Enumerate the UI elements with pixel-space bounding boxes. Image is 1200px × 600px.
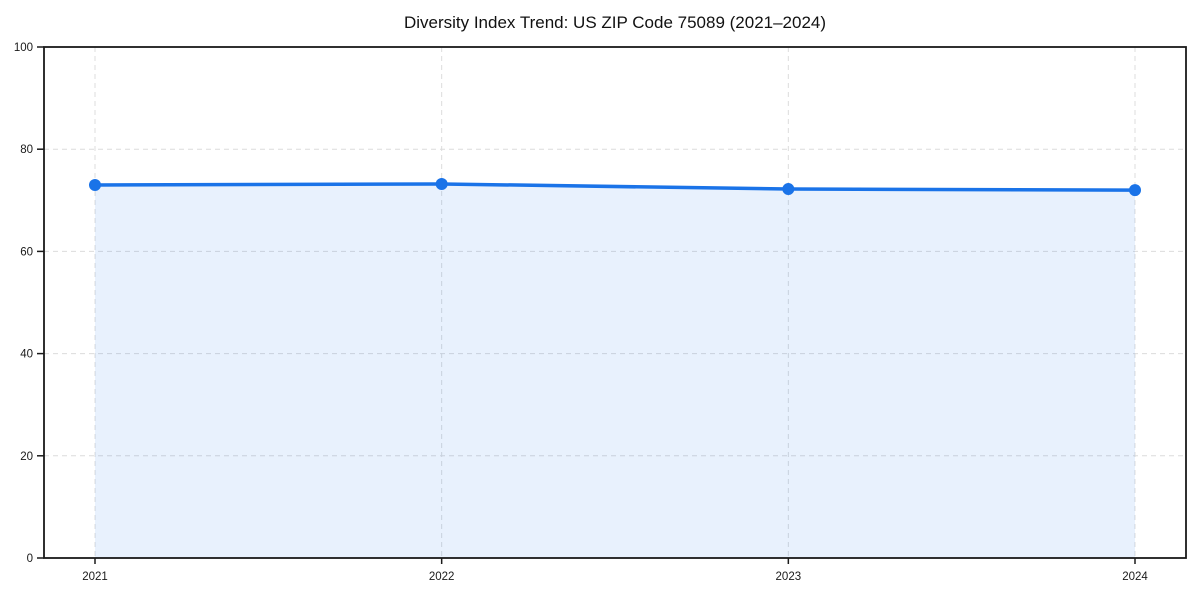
y-tick-label: 20 bbox=[20, 451, 33, 463]
y-tick-label: 100 bbox=[14, 42, 33, 54]
data-point-2021 bbox=[89, 178, 101, 191]
data-point-2023 bbox=[782, 183, 795, 196]
x-tick-label: 2021 bbox=[82, 571, 108, 583]
trend-line bbox=[93, 182, 1137, 192]
data-point-2022 bbox=[435, 177, 448, 190]
y-tick-label: 60 bbox=[20, 246, 33, 258]
y-tick-label: 0 bbox=[27, 553, 33, 565]
x-tick-label: 2024 bbox=[1122, 571, 1148, 583]
x-tick-label: 2023 bbox=[776, 571, 802, 583]
y-tick-label: 80 bbox=[20, 144, 33, 156]
area-fill bbox=[95, 183, 1135, 558]
data-point-2024 bbox=[1129, 184, 1141, 197]
plot-border bbox=[43, 46, 1187, 559]
y-tick-label: 40 bbox=[20, 349, 33, 361]
chart-title: Diversity Index Trend: US ZIP Code 75089… bbox=[403, 13, 827, 32]
x-tick-label: 2022 bbox=[429, 571, 455, 583]
